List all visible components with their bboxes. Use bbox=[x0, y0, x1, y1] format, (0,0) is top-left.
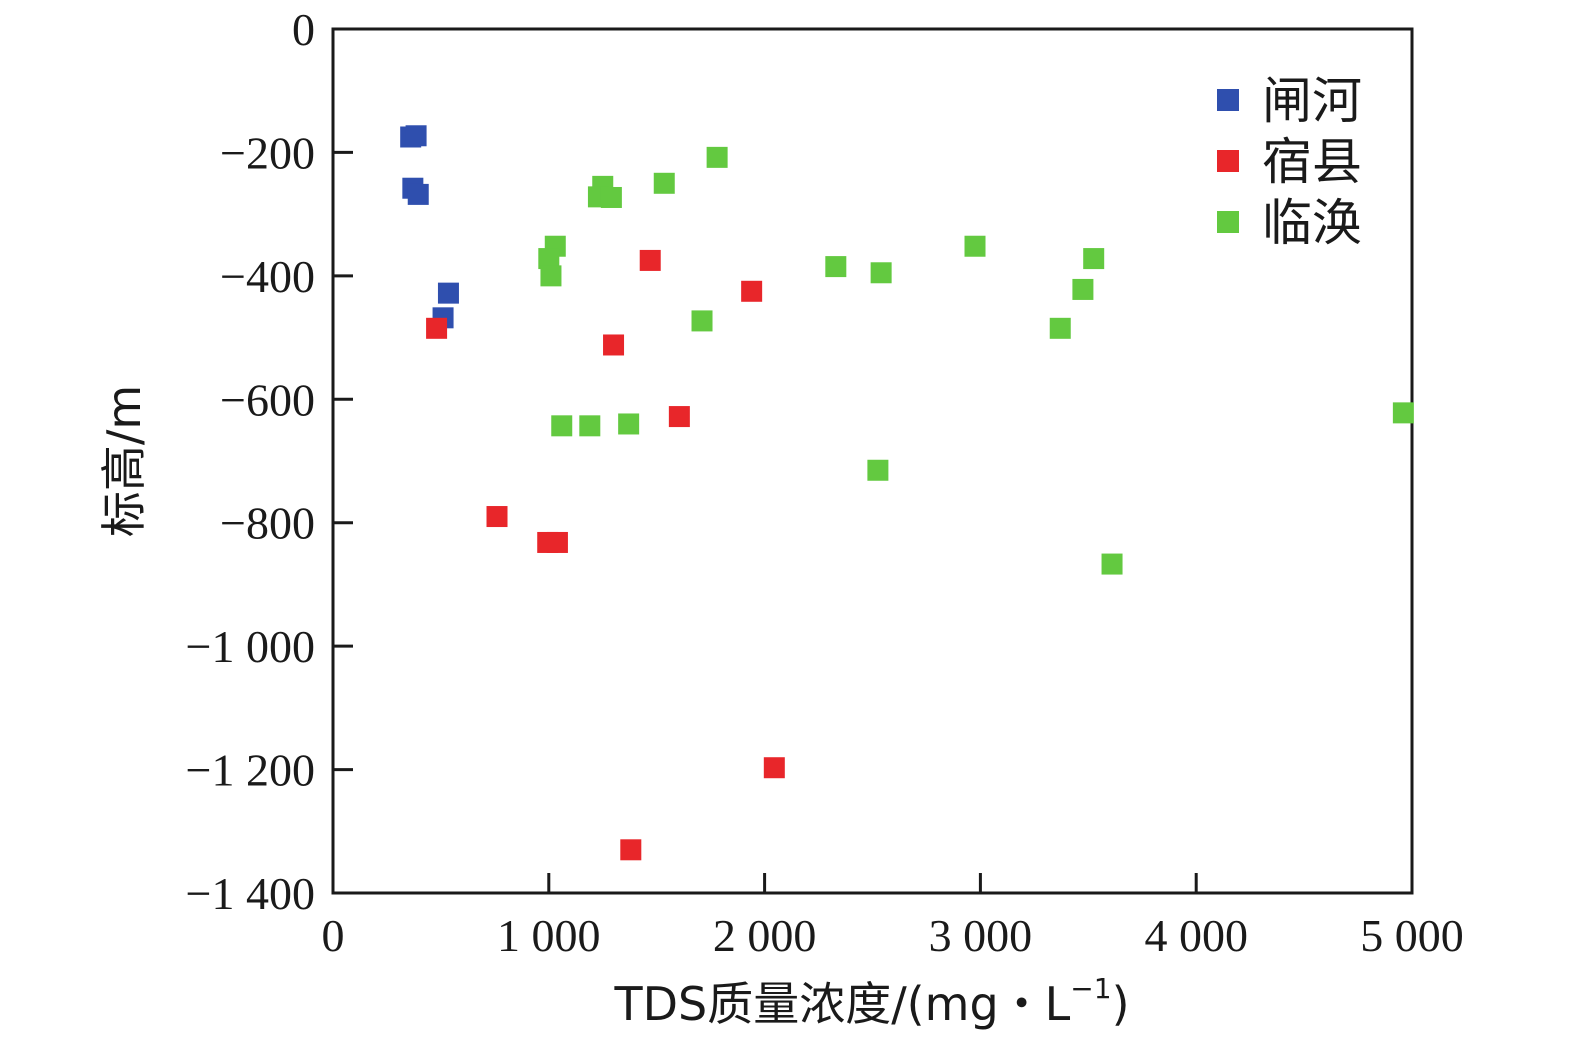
data-point bbox=[437, 282, 459, 304]
data-point bbox=[579, 415, 601, 437]
x-axis-title: TDS质量浓度/(mg・L−1) bbox=[613, 972, 1129, 1031]
y-axis-title: 标高/m bbox=[97, 385, 151, 537]
data-point bbox=[1101, 553, 1123, 575]
data-point bbox=[546, 531, 568, 553]
legend-swatch bbox=[1217, 89, 1239, 111]
y-tick-label: −200 bbox=[220, 127, 315, 178]
data-point bbox=[825, 256, 847, 278]
y-tick-label: −1 400 bbox=[186, 868, 315, 919]
data-point bbox=[600, 186, 622, 208]
data-point bbox=[1072, 278, 1094, 300]
data-point bbox=[426, 317, 448, 339]
x-tick-label: 3 000 bbox=[929, 910, 1033, 961]
data-point bbox=[867, 459, 889, 481]
y-tick-label: −600 bbox=[220, 374, 315, 425]
data-point bbox=[653, 172, 675, 194]
legend-label: 宿县 bbox=[1262, 133, 1362, 191]
y-tick-label: −400 bbox=[220, 251, 315, 302]
y-axis: 0 −200 −400 −600 −800 −1 000 −1 200 −1 400 bbox=[186, 4, 353, 919]
legend-swatch bbox=[1217, 150, 1239, 172]
x-axis: 0 1 000 2 000 3 000 4 000 5 000 bbox=[322, 873, 1464, 961]
data-point bbox=[763, 757, 785, 779]
y-tick-label: −1 000 bbox=[186, 621, 315, 672]
data-point bbox=[405, 125, 427, 147]
x-tick-label: 4 000 bbox=[1144, 910, 1248, 961]
x-tick-label: 5 000 bbox=[1360, 910, 1464, 961]
x-tick-label: 1 000 bbox=[497, 910, 601, 961]
data-point bbox=[706, 146, 728, 168]
x-tick-label: 2 000 bbox=[713, 910, 817, 961]
data-point bbox=[618, 413, 640, 435]
y-tick-label: −1 200 bbox=[186, 745, 315, 796]
data-point bbox=[603, 334, 625, 356]
data-point bbox=[407, 183, 429, 205]
data-point bbox=[486, 506, 508, 528]
data-point bbox=[551, 415, 573, 437]
data-point bbox=[1049, 317, 1071, 339]
plot-area-frame bbox=[331, 27, 1414, 895]
data-point bbox=[741, 280, 763, 302]
legend-swatch bbox=[1217, 211, 1239, 233]
data-point bbox=[639, 249, 661, 271]
data-point bbox=[964, 235, 986, 257]
data-points bbox=[400, 125, 1414, 861]
y-tick-label: 0 bbox=[292, 4, 315, 55]
data-point bbox=[620, 839, 642, 861]
data-point bbox=[1083, 248, 1105, 270]
y-tick-label: −800 bbox=[220, 498, 315, 549]
data-point bbox=[870, 262, 892, 284]
legend-label: 临涣 bbox=[1262, 194, 1362, 252]
data-point bbox=[540, 265, 562, 287]
data-point bbox=[538, 248, 560, 270]
data-point bbox=[668, 406, 690, 428]
data-point bbox=[691, 310, 713, 332]
x-tick-label: 0 bbox=[322, 910, 345, 961]
data-point bbox=[1392, 402, 1414, 424]
legend-label: 闸河 bbox=[1262, 72, 1362, 130]
